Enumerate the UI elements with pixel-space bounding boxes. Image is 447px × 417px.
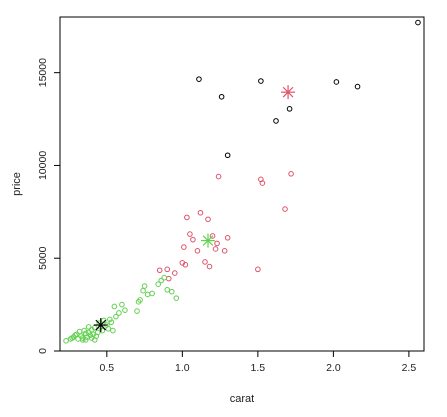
data-point xyxy=(196,76,202,82)
data-point xyxy=(85,324,92,330)
x-axis: 0.5 1.0 1.5 2.0 2.5 xyxy=(100,351,417,374)
data-point xyxy=(190,236,196,243)
cluster-center-marker xyxy=(93,318,108,333)
data-points xyxy=(63,19,421,344)
data-point xyxy=(258,78,264,84)
data-point xyxy=(76,328,83,335)
data-point xyxy=(81,327,87,334)
data-point xyxy=(224,152,231,159)
data-point xyxy=(94,329,101,336)
data-point xyxy=(72,332,78,339)
data-point xyxy=(194,248,201,254)
data-point xyxy=(173,295,180,301)
x-axis-title: carat xyxy=(230,393,254,405)
data-point xyxy=(140,287,146,294)
data-point xyxy=(158,277,164,284)
data-point xyxy=(91,337,98,343)
data-point xyxy=(255,266,261,273)
data-point xyxy=(113,313,119,320)
data-point xyxy=(168,288,175,295)
data-point xyxy=(288,170,294,177)
data-point xyxy=(165,275,172,282)
y-tick-label: 0 xyxy=(37,348,49,354)
x-tick-label: 1.0 xyxy=(175,362,190,374)
data-point xyxy=(181,244,187,250)
data-point xyxy=(119,301,125,308)
data-point xyxy=(134,308,140,314)
data-point xyxy=(259,180,266,186)
data-point xyxy=(415,19,421,26)
data-point xyxy=(137,297,143,303)
data-point xyxy=(85,329,92,336)
y-tick-label: 5000 xyxy=(37,246,49,270)
data-point xyxy=(184,214,190,221)
data-point xyxy=(182,261,189,268)
data-point xyxy=(221,248,228,254)
data-point xyxy=(206,263,213,270)
plot-frame xyxy=(59,16,425,352)
y-tick-label: 15000 xyxy=(37,58,49,87)
y-axis: 0 5000 10000 15000 xyxy=(37,58,60,354)
data-point xyxy=(197,209,204,216)
data-point xyxy=(144,291,151,298)
data-point xyxy=(108,319,115,326)
data-point xyxy=(209,233,216,239)
data-point xyxy=(105,325,112,332)
data-point xyxy=(149,290,155,297)
data-point xyxy=(212,246,219,252)
data-point xyxy=(164,266,171,273)
cluster-center-marker xyxy=(281,85,296,100)
data-point xyxy=(155,281,161,288)
x-tick-label: 2.5 xyxy=(402,362,417,374)
data-point xyxy=(187,231,193,237)
cluster-centers xyxy=(93,85,296,333)
data-point xyxy=(107,316,113,323)
data-point xyxy=(354,83,361,90)
data-point xyxy=(205,216,211,223)
data-point xyxy=(116,310,122,316)
data-point xyxy=(122,307,128,313)
data-point xyxy=(171,270,178,276)
data-point xyxy=(69,335,75,341)
x-tick-label: 0.5 xyxy=(100,362,115,374)
y-axis-title: price xyxy=(11,172,23,196)
data-point xyxy=(156,267,163,274)
data-point xyxy=(273,118,279,124)
data-point xyxy=(214,240,220,247)
data-point xyxy=(161,274,168,281)
y-tick-label: 10000 xyxy=(37,151,49,180)
data-point xyxy=(282,206,288,212)
data-point xyxy=(224,235,231,241)
data-point xyxy=(215,173,222,180)
data-point xyxy=(164,286,171,293)
data-point xyxy=(110,327,116,334)
data-point xyxy=(218,93,225,100)
x-tick-label: 2.0 xyxy=(326,362,341,374)
data-point xyxy=(79,337,86,343)
data-point xyxy=(333,79,340,85)
data-point xyxy=(286,106,293,112)
data-point xyxy=(111,303,118,310)
data-point xyxy=(63,337,69,344)
data-point xyxy=(141,283,148,289)
x-tick-label: 1.5 xyxy=(251,362,266,374)
data-point xyxy=(82,337,89,343)
data-point xyxy=(99,327,106,334)
data-point xyxy=(87,332,94,339)
cluster-center-marker xyxy=(201,233,216,248)
data-point xyxy=(202,259,208,265)
